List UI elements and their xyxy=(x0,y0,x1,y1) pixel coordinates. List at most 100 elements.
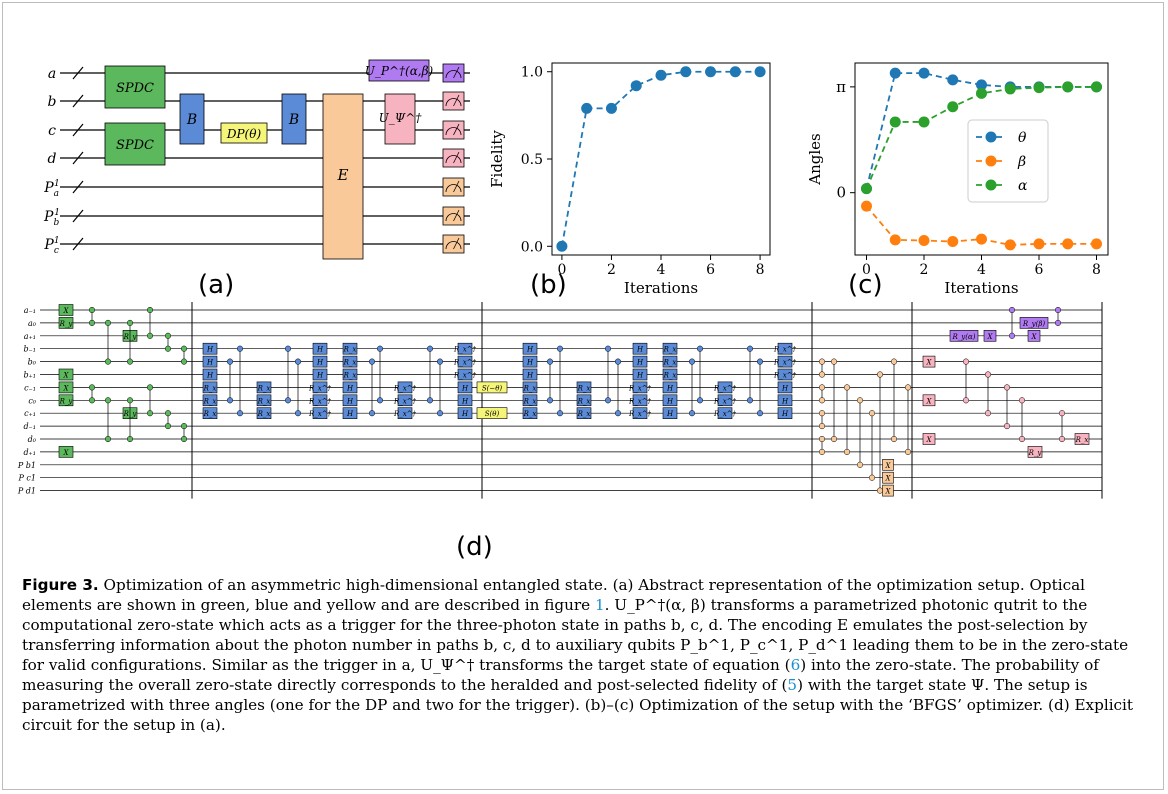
data-point xyxy=(655,69,667,81)
control-dot xyxy=(1054,306,1062,314)
control-dot xyxy=(818,397,826,404)
gate-H xyxy=(632,342,648,355)
control-dot xyxy=(843,384,851,391)
gate-label: H xyxy=(346,397,354,405)
wire-slash-6 xyxy=(72,237,84,251)
gate-label: R_x^† xyxy=(453,372,477,380)
gate-label: R_x^† xyxy=(308,397,332,405)
gate-label: R_y xyxy=(59,320,74,328)
control-dot xyxy=(556,345,564,352)
control-dot xyxy=(890,435,898,443)
gate-X xyxy=(58,304,74,316)
gate-label: R_x xyxy=(523,384,537,392)
gate-label: R_x^† xyxy=(773,346,797,354)
gate-label: X xyxy=(885,475,892,483)
caption-text-3: ) into the zero-state. The probability o… xyxy=(22,656,1099,694)
control-dot xyxy=(1054,319,1062,326)
control-dot xyxy=(146,306,154,314)
caption-ref-eq-6[interactable]: 6 xyxy=(790,656,801,674)
control-dot xyxy=(180,358,188,365)
gate-X xyxy=(58,446,74,458)
control-dot xyxy=(546,397,554,404)
chart-angles: 0 2 4 6 8 0 π Iterations Angles θβα xyxy=(806,62,1109,297)
control-dot xyxy=(688,358,696,365)
svg-text:DP(θ): DP(θ) xyxy=(226,127,262,141)
control-dot xyxy=(868,410,876,417)
gate-X xyxy=(882,484,894,497)
control-dot xyxy=(904,384,912,391)
data-point xyxy=(947,74,959,86)
data-point xyxy=(705,66,717,78)
data-point xyxy=(889,67,901,79)
x-tick-label: 2 xyxy=(920,262,929,278)
control-dot xyxy=(284,397,292,404)
wire-label-d-12: P b1 xyxy=(17,461,36,470)
gate-label: R_x xyxy=(663,372,677,380)
gate-label: X xyxy=(885,462,892,470)
control-dot xyxy=(818,423,826,430)
gate-R_x^† xyxy=(717,407,733,419)
x-tick-label: 6 xyxy=(1035,262,1044,278)
gate-label: R_x^† xyxy=(393,384,417,392)
legend-marker xyxy=(985,179,997,191)
control-dot xyxy=(688,410,696,417)
data-point xyxy=(1062,81,1074,93)
wire-label-d-7: c₀ xyxy=(28,396,36,405)
gate-R_x xyxy=(662,355,678,368)
control-dot xyxy=(746,397,754,404)
data-point xyxy=(976,79,987,91)
caption-text-2: . U_P^†(α, β) transforms a parametrized … xyxy=(22,596,1129,674)
control-dot xyxy=(1003,423,1011,430)
gate-X xyxy=(922,394,936,407)
legend-marker xyxy=(985,155,997,167)
gate-R_x xyxy=(522,407,538,419)
data-point xyxy=(1062,238,1074,250)
control-dot xyxy=(1008,306,1016,314)
panel-c-label: (c) xyxy=(848,270,883,300)
gate-label: H xyxy=(206,359,214,367)
gate-label: R_x^† xyxy=(628,397,652,405)
measurement-icon-2 xyxy=(442,120,465,140)
y-tick-label: 1.0 xyxy=(521,65,543,81)
gate-X xyxy=(922,355,936,368)
svg-text:E: E xyxy=(337,166,349,184)
data-point xyxy=(581,102,593,114)
gate-H xyxy=(312,368,328,381)
wire-label-a-6: Pc1 xyxy=(43,236,59,256)
data-point xyxy=(630,80,642,92)
control-dot xyxy=(104,397,112,404)
gate-label: R_x xyxy=(343,359,357,367)
gate-X xyxy=(882,471,894,484)
caption-ref-eq-5[interactable]: 5 xyxy=(787,676,798,694)
control-dot xyxy=(88,384,96,391)
x-tick-label: 0 xyxy=(862,262,871,278)
caption-ref-figure-1[interactable]: 1 xyxy=(594,596,605,614)
gate-label: X xyxy=(63,307,70,315)
gate-R_x^† xyxy=(312,394,328,407)
gate-R_x^† xyxy=(632,394,648,407)
data-point xyxy=(889,234,901,246)
control-dot xyxy=(818,358,826,365)
control-dot xyxy=(818,371,826,378)
gate-H xyxy=(457,394,473,407)
data-point xyxy=(1091,238,1102,250)
chart-fidelity: 0 2 4 6 8 0.0 0.5 1.0 Iterations Fidelity xyxy=(488,62,771,297)
gate-H xyxy=(457,407,473,419)
gate-label: R_x xyxy=(203,397,217,405)
data-point xyxy=(729,66,741,78)
spdc-gate-bottom: SPDC xyxy=(104,122,166,166)
gate-R_x xyxy=(662,342,678,355)
measurement-icon-6 xyxy=(442,234,465,254)
svg-text:B: B xyxy=(288,112,299,128)
gate-label: R_x xyxy=(257,397,271,405)
gate-label: R_x xyxy=(343,346,357,354)
gate-label: X xyxy=(926,359,933,367)
control-dot xyxy=(126,319,134,326)
gate-R_x^† xyxy=(397,381,413,394)
svg-text:B: B xyxy=(186,112,197,128)
control-dot xyxy=(88,319,96,326)
panel-b-label: (b) xyxy=(530,270,567,300)
gate-X xyxy=(58,368,74,381)
wire-label-d-1: a₀ xyxy=(28,319,37,328)
